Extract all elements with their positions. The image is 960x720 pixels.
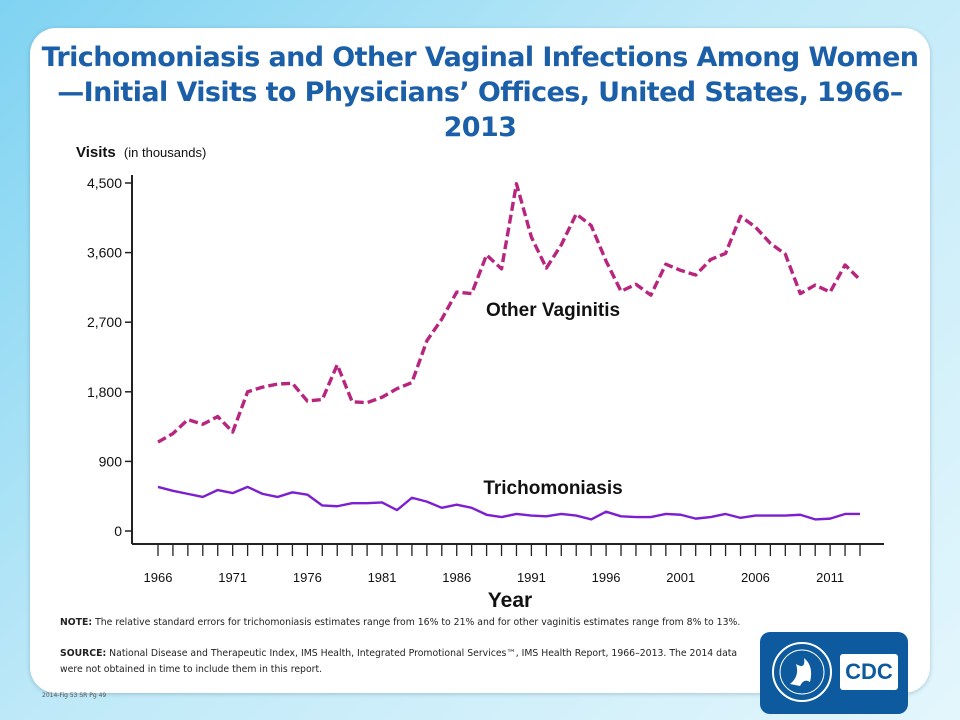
y-tick-label: 1,800 <box>87 384 122 400</box>
y-tick-label: 4,500 <box>87 175 122 191</box>
y-axis-label-main: Visits <box>76 144 116 161</box>
source-label: SOURCE: <box>60 648 107 659</box>
x-axis-label: Year <box>488 589 532 612</box>
note-body: The relative standard errors for trichom… <box>95 617 741 628</box>
y-tick-label: 2,700 <box>87 314 122 330</box>
y-axis-label-unit: (in thousands) <box>124 145 206 160</box>
y-axis-label: Visits (in thousands) <box>76 144 206 161</box>
y-tick-label: 3,600 <box>87 245 122 261</box>
source-text: SOURCE: National Disease and Therapeutic… <box>60 646 750 678</box>
x-tick-label: 1966 <box>144 570 173 585</box>
y-tick-label: 900 <box>99 453 123 469</box>
series-line-other-vaginitis <box>157 182 862 444</box>
x-tick-label: 1991 <box>517 570 546 585</box>
x-tick-label: 1976 <box>293 570 322 585</box>
x-tick-label: 1981 <box>368 570 397 585</box>
series-line-trichomoniasis <box>157 485 860 521</box>
x-tick-label: 1986 <box>442 570 471 585</box>
hhs-seal-icon <box>772 642 832 702</box>
cdc-wordmark: CDC <box>840 654 898 690</box>
x-tick-label: 1971 <box>218 570 247 585</box>
x-tick-label: 2006 <box>741 570 770 585</box>
note-text: NOTE: The relative standard errors for t… <box>60 615 750 631</box>
source-body: National Disease and Therapeutic Index, … <box>60 648 738 675</box>
series-label-other-vaginitis: Other Vaginitis <box>486 300 620 321</box>
cdc-logo: CDC <box>760 632 908 714</box>
page-title: Trichomoniasis and Other Vaginal Infecti… <box>41 42 919 143</box>
x-tick-label: 2011 <box>816 570 844 585</box>
figure-reference: 2014-Fig 53 SR Pg 49 <box>42 692 107 699</box>
x-tick-label: 2001 <box>666 570 695 585</box>
note-label: NOTE: <box>60 617 93 628</box>
cdc-logo-text: CDC <box>845 659 893 684</box>
x-tick-label: 1996 <box>592 570 621 585</box>
slide-panel <box>30 28 930 693</box>
y-tick-label: 0 <box>114 523 122 539</box>
series-label-trichomoniasis: Trichomoniasis <box>483 478 622 499</box>
